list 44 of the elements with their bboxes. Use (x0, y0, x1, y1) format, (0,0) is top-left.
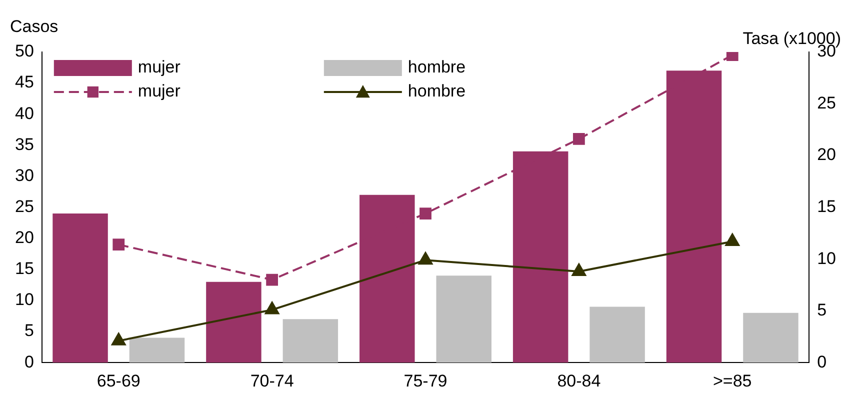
y-tick-label: 35 (14, 134, 34, 154)
y-tick-label: 10 (14, 290, 34, 310)
point (112, 332, 126, 346)
bar (743, 312, 798, 363)
y-tick-label: 30 (14, 166, 34, 185)
y-tick-label: 45 (14, 72, 34, 92)
x-tick-label: 70-74 (250, 371, 294, 390)
point (725, 233, 740, 246)
point (572, 263, 586, 276)
point (726, 52, 738, 62)
point (572, 133, 585, 145)
legend-label: hombre (408, 58, 466, 77)
y2-tick-label: 15 (817, 196, 836, 216)
y2-tick-label: 10 (817, 248, 836, 268)
y-tick-label: 50 (14, 42, 34, 61)
y-tick-label: 25 (14, 196, 34, 216)
legend-label: hombre (408, 82, 466, 101)
point (266, 274, 278, 286)
point (420, 208, 432, 220)
y-tick-label: 15 (14, 259, 34, 278)
y-tick-label: 5 (24, 321, 34, 340)
y-tick-label: 40 (14, 104, 34, 123)
bar (129, 338, 185, 363)
x-tick-label: 65-69 (96, 371, 140, 390)
point (265, 302, 280, 314)
bar (282, 319, 338, 363)
x-tick-label: 75-79 (404, 371, 448, 390)
y2-tick-label: 0 (817, 352, 827, 372)
y-tick-label: 20 (14, 228, 34, 248)
x-tick-label: 80-84 (557, 371, 601, 390)
legend-label: mujer (138, 58, 181, 77)
bar (436, 276, 492, 363)
x-tick-label: >=85 (712, 371, 752, 390)
bar (590, 306, 645, 363)
bar (52, 214, 108, 363)
y2-tick-label: 5 (817, 300, 827, 320)
point (418, 252, 433, 265)
y2-tick-label: 20 (817, 145, 836, 164)
legend-label: mujer (138, 82, 181, 101)
y-axis-title: Casos (10, 17, 58, 36)
bar (206, 282, 262, 363)
point (112, 238, 125, 251)
y2-tick-label: 25 (817, 93, 836, 112)
y-tick-label: 0 (24, 352, 34, 372)
